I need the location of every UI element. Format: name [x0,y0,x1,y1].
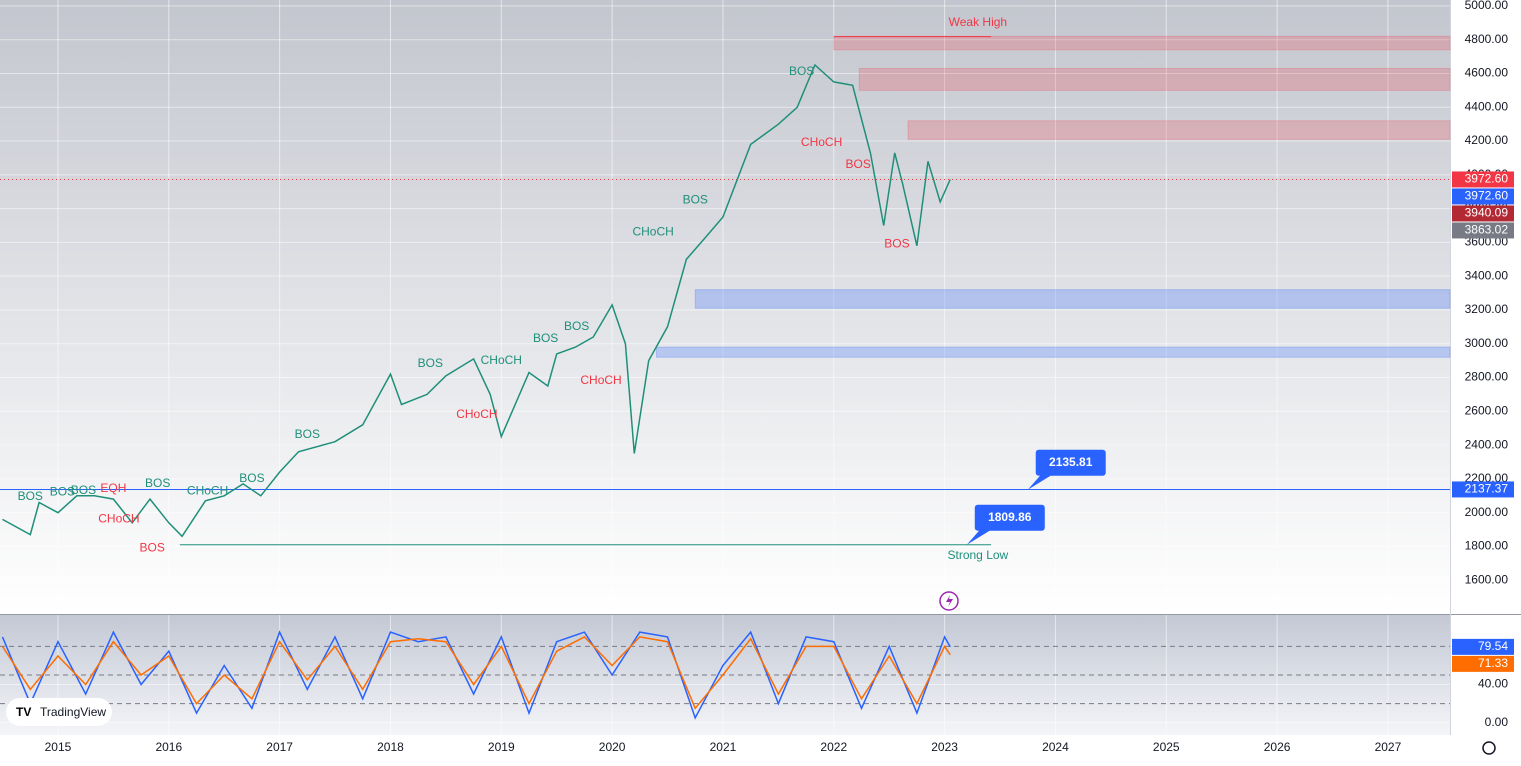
annotation: BOS [18,489,43,503]
annotation: BOS [884,236,909,250]
logo[interactable]: TV TradingView [6,698,112,726]
annotation: BOS [295,427,320,441]
y-tick-label: 2400.00 [1465,437,1509,451]
y-tick-label: 3000.00 [1465,336,1509,350]
icon-bolt [946,595,953,607]
callout-label: 2135.81 [1049,455,1093,469]
annotation: BOS [845,157,870,171]
annotation: BOS [50,485,75,499]
y-tick-label: 1800.00 [1465,539,1509,553]
price-tag-label: 79.54 [1478,639,1508,653]
price-tag-label: 3972.60 [1465,189,1509,203]
annotation: Weak High [949,15,1007,29]
annotation: BOS [418,356,443,370]
callout-pointer [1027,473,1054,490]
annotation: CHoCH [456,407,497,421]
settings-icon[interactable] [1482,741,1496,755]
annotation: CHoCH [98,512,139,526]
x-tick-label: 2019 [488,740,515,754]
y-tick-label: 1600.00 [1465,572,1509,586]
annotation: EQH [100,481,126,495]
x-tick-label: 2015 [45,740,72,754]
icon-gear [1482,741,1496,755]
alert-icon[interactable] [939,591,959,611]
price-tag-label: 2137.37 [1465,482,1509,496]
series-line [2,63,951,538]
x-tick-label: 2020 [599,740,626,754]
x-tick-label: 2023 [931,740,958,754]
zone [858,67,1451,91]
price-pane [0,0,1450,614]
logo-text: TradingView [40,705,106,719]
zone [833,35,1451,51]
price-tag-label: 3972.60 [1465,172,1509,186]
callout-pointer [966,528,993,545]
price-tag [1452,222,1514,239]
annotation: BOS [564,319,589,333]
x-tick-label: 2025 [1153,740,1180,754]
y-tick-label: 4800.00 [1465,32,1509,46]
price-tag [1452,205,1514,222]
annotation: BOS [789,64,814,78]
y-tick-label: 4600.00 [1465,66,1509,80]
y-tick-label: 4200.00 [1465,133,1509,147]
y-tick-label: 4400.00 [1465,99,1509,113]
logo-badge [6,698,112,726]
zone [694,289,1451,309]
annotation: BOS [533,331,558,345]
y-tick-label: 2800.00 [1465,370,1509,384]
x-tick-label: 2026 [1264,740,1291,754]
annotation: BOS [683,192,708,206]
annotation: CHoCH [632,224,673,238]
price-tag [1452,655,1514,672]
callout-box [1035,449,1106,476]
y-tick-label: 2600.00 [1465,403,1509,417]
price-tag-label: 3940.09 [1465,206,1509,220]
y-tick-label: 5000.00 [1465,0,1509,12]
zone [907,120,1451,140]
y-tick-label: 0.00 [1485,715,1509,729]
annotation: BOS [71,483,96,497]
x-tick-label: 2018 [377,740,404,754]
annotation: CHoCH [580,373,621,387]
y-tick-label: 40.00 [1478,677,1508,691]
zone [655,346,1451,358]
annotation: CHoCH [481,353,522,367]
icon-ring [939,591,959,611]
x-tick-label: 2016 [155,740,182,754]
y-tick-label: 3400.00 [1465,268,1509,282]
x-tick-label: 2022 [820,740,847,754]
x-tick-label: 2017 [266,740,293,754]
series-line [1,635,951,710]
annotation: BOS [139,540,164,554]
callout-box [974,504,1045,531]
price-tag [1452,171,1514,188]
price-tag [1452,481,1514,498]
price-tag [1452,638,1514,655]
x-tick-label: 2027 [1375,740,1402,754]
y-tick-label: 3200.00 [1465,302,1509,316]
price-tag-label: 71.33 [1478,656,1508,670]
annotation: BOS [145,476,170,490]
x-tick-label: 2021 [710,740,737,754]
callout-label: 1809.86 [988,510,1032,524]
annotation: CHoCH [187,484,228,498]
annotation: BOS [239,471,264,485]
annotation: CHoCH [801,135,842,149]
annotation: Strong Low [948,548,1009,562]
price-tag [1452,188,1514,205]
y-tick-label: 2000.00 [1465,505,1509,519]
x-tick-label: 2024 [1042,740,1069,754]
price-tag-label: 3863.02 [1465,223,1509,237]
logo-mark: TV [16,705,31,719]
